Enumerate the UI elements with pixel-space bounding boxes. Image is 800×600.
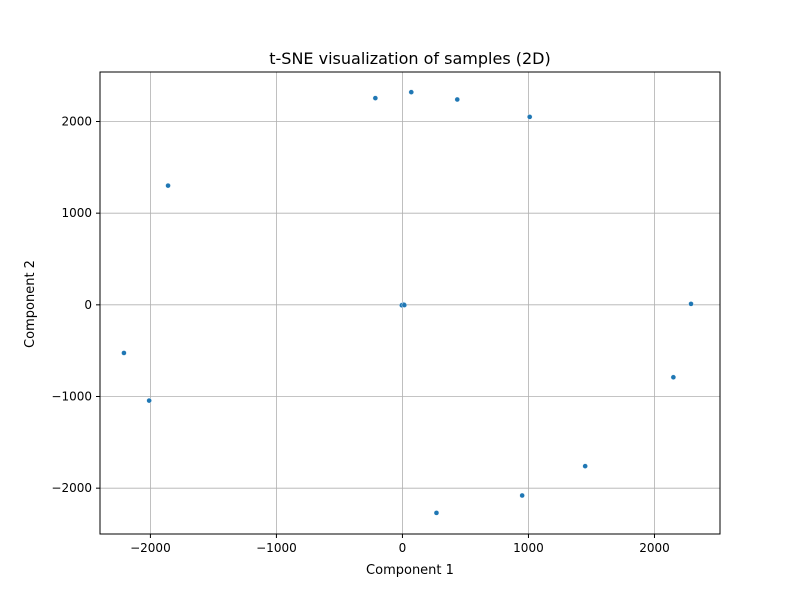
y-tick-label: −1000 [51, 390, 92, 404]
data-point [688, 301, 694, 307]
y-tick-label: −2000 [51, 481, 92, 495]
data-point [401, 302, 408, 308]
x-tick-label: −1000 [256, 541, 297, 555]
x-tick-label: 1000 [513, 541, 544, 555]
data-point [519, 492, 525, 499]
x-tick-label: 0 [399, 541, 407, 555]
x-axis-ticks: −2000 −1000 0 1000 2000 [130, 534, 670, 555]
data-points [121, 89, 694, 516]
plot-frame [99, 71, 721, 535]
data-point [527, 114, 533, 120]
y-tick-label: 1000 [61, 206, 92, 220]
data-point [165, 182, 171, 189]
data-point [454, 96, 460, 103]
x-tick-label: 2000 [639, 541, 670, 555]
data-point [408, 89, 414, 95]
data-point [582, 463, 588, 469]
data-point [670, 374, 677, 380]
plot-area [100, 72, 720, 534]
data-point [372, 95, 379, 101]
data-point [433, 510, 440, 516]
data-point [146, 397, 152, 404]
y-tick-label: 2000 [61, 115, 92, 129]
x-axis-label: Component 1 [366, 563, 454, 578]
chart-title: t-SNE visualization of samples (2D) [269, 49, 550, 68]
y-axis-ticks: −2000 −1000 0 1000 2000 [51, 115, 100, 495]
data-point [121, 350, 127, 356]
y-tick-label: 0 [84, 298, 92, 312]
x-tick-label: −2000 [130, 541, 171, 555]
y-axis-label: Component 2 [23, 260, 38, 348]
